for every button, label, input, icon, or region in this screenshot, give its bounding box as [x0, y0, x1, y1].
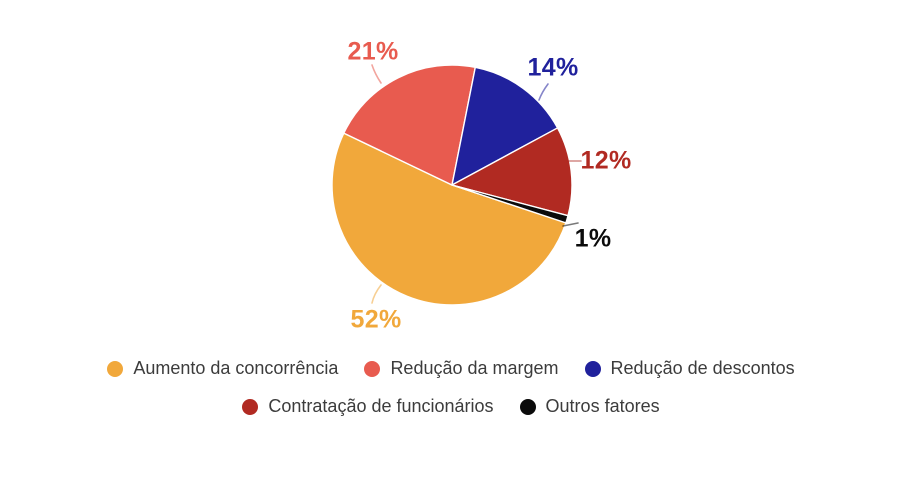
legend-dot-icon [242, 398, 259, 415]
pie-slice-3[interactable] [451, 127, 573, 217]
pie-slices [331, 64, 573, 306]
slice-pct-label-contratacao-de-funcionarios: 12% [580, 146, 632, 175]
legend-label: Redução de descontos [610, 358, 795, 378]
legend-dot-icon [584, 360, 601, 377]
slice-pct-label-reducao-da-margem: 21% [347, 37, 399, 66]
legend-item-contratacao-de-funcionarios[interactable]: Contratação de funcionários [242, 396, 494, 417]
legend: Aumento da concorrência Redução da marge… [70, 358, 832, 417]
legend-label: Redução da margem [390, 358, 559, 378]
leader-line-1 [562, 222, 579, 227]
pie-slice-1[interactable] [343, 64, 477, 186]
leader-line-21 [371, 64, 382, 84]
legend-dot-icon [107, 360, 124, 377]
pie-slice-2[interactable] [451, 66, 559, 186]
legend-item-reducao-de-descontos[interactable]: Redução de descontos [584, 358, 795, 379]
leader-line-52 [371, 284, 382, 304]
legend-dot-icon [364, 360, 381, 377]
leader-line-14 [538, 83, 549, 101]
legend-dot-icon [519, 398, 536, 415]
slice-pct-label-outros-fatores: 1% [574, 224, 612, 253]
slice-pct-label-aumento-da-concorrencia: 52% [350, 305, 402, 334]
legend-label: Contratação de funcionários [268, 396, 494, 416]
slice-pct-label-reducao-de-descontos: 14% [527, 53, 579, 82]
label-leader-lines [371, 64, 582, 304]
legend-item-outros-fatores[interactable]: Outros fatores [519, 396, 660, 417]
legend-label: Outros fatores [545, 396, 660, 416]
pie-slice-0[interactable] [331, 132, 567, 306]
legend-item-aumento-da-concorrencia[interactable]: Aumento da concorrência [107, 358, 338, 379]
pie-slice-4[interactable] [451, 184, 569, 224]
legend-label: Aumento da concorrência [133, 358, 339, 378]
legend-item-reducao-da-margem[interactable]: Redução da margem [364, 358, 559, 379]
